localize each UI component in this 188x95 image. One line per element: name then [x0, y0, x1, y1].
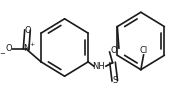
Text: S: S [112, 76, 117, 85]
Text: Cl: Cl [139, 46, 148, 55]
Text: O: O [5, 44, 12, 53]
Text: −: − [0, 51, 5, 57]
Text: +: + [29, 42, 34, 47]
Text: NH: NH [92, 62, 105, 71]
Text: N: N [23, 44, 29, 53]
Text: O: O [24, 26, 31, 35]
Text: O: O [111, 46, 118, 55]
